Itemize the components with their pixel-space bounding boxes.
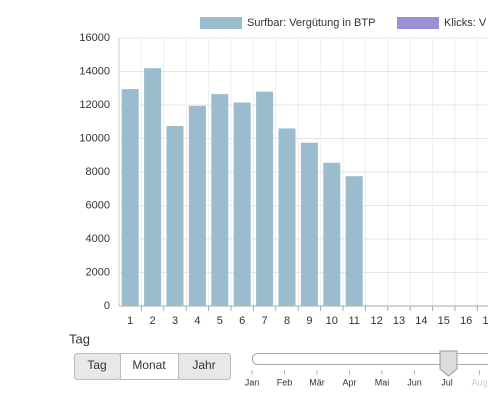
period-button-label[interactable]: Tag xyxy=(87,358,106,372)
x-tick-label: 6 xyxy=(239,315,245,327)
x-tick-label: 11 xyxy=(348,315,359,327)
legend-label[interactable]: Klicks: V xyxy=(444,17,487,29)
bar[interactable] xyxy=(278,128,295,306)
x-tick-label: 13 xyxy=(393,315,405,327)
slider-month-label: Jul xyxy=(441,377,453,387)
y-tick-label: 4000 xyxy=(86,233,110,245)
slider-month-label: Feb xyxy=(277,377,293,387)
x-tick-label: 3 xyxy=(172,315,178,327)
slider-month-label: Mär xyxy=(309,377,325,387)
x-tick-label: 7 xyxy=(262,315,268,327)
x-tick-label: 12 xyxy=(370,315,382,327)
legend-label[interactable]: Surfbar: Vergütung in BTP xyxy=(247,17,375,29)
y-tick-label: 12000 xyxy=(79,99,110,111)
slider-month-label: Mai xyxy=(375,377,390,387)
x-tick-label: 4 xyxy=(194,315,200,327)
bar[interactable] xyxy=(323,163,340,306)
y-tick-label: 8000 xyxy=(86,166,110,178)
bar[interactable] xyxy=(166,126,183,306)
slider-handle[interactable] xyxy=(440,351,457,376)
x-tick-label: 10 xyxy=(326,315,338,327)
slider-month-label: Jan xyxy=(245,377,260,387)
period-button-label[interactable]: Monat xyxy=(132,358,166,372)
slider-month-label: Aug xyxy=(471,377,487,387)
y-tick-label: 2000 xyxy=(86,266,110,278)
x-tick-label: 1 xyxy=(127,315,133,327)
bar[interactable] xyxy=(301,143,318,306)
legend-swatch[interactable] xyxy=(397,17,439,29)
bar[interactable] xyxy=(122,89,139,306)
x-tick-label: 17 xyxy=(482,315,488,327)
x-tick-label: 5 xyxy=(217,315,223,327)
y-tick-label: 6000 xyxy=(86,199,110,211)
bar[interactable] xyxy=(256,92,273,306)
bar[interactable] xyxy=(189,106,206,306)
x-tick-label: 9 xyxy=(306,315,312,327)
period-label: Tag xyxy=(69,331,90,346)
y-tick-label: 10000 xyxy=(79,132,110,144)
y-tick-label: 14000 xyxy=(79,65,110,77)
bar[interactable] xyxy=(144,68,161,306)
legend-swatch[interactable] xyxy=(200,17,242,29)
x-tick-label: 16 xyxy=(460,315,472,327)
y-tick-label: 16000 xyxy=(79,32,110,44)
x-tick-label: 14 xyxy=(415,315,427,327)
bar[interactable] xyxy=(346,176,363,306)
x-tick-label: 8 xyxy=(284,315,290,327)
slider-month-label: Apr xyxy=(342,377,356,387)
x-tick-label: 15 xyxy=(438,315,450,327)
x-tick-label: 2 xyxy=(150,315,156,327)
slider-month-label: Jun xyxy=(407,377,422,387)
bar[interactable] xyxy=(211,94,228,306)
y-tick-label: 0 xyxy=(104,300,110,312)
period-button-label[interactable]: Jahr xyxy=(192,358,215,372)
bar[interactable] xyxy=(234,102,251,306)
